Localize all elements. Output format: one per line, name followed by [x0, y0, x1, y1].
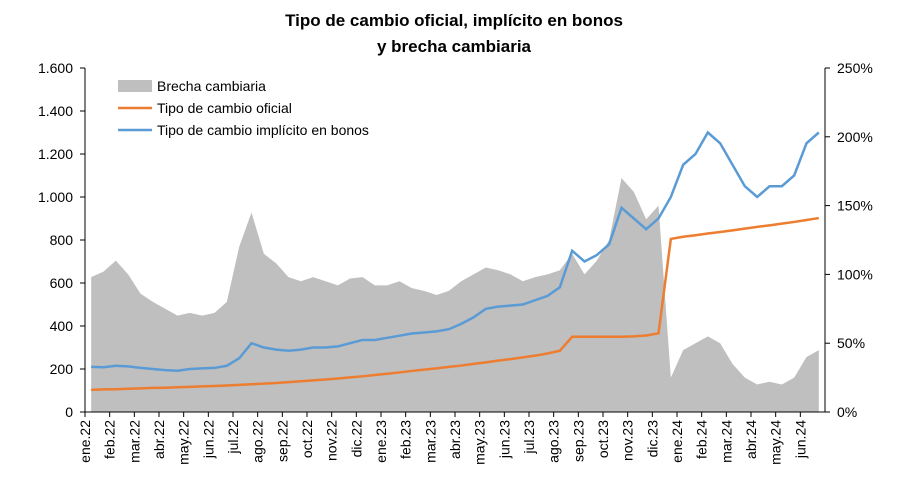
- legend-swatch: [118, 80, 152, 92]
- legend-label: Tipo de cambio implícito en bonos: [157, 122, 369, 138]
- chart-title: Tipo de cambio oficial, implícito en bon…: [285, 11, 623, 30]
- x-tick-label: nov.22: [324, 420, 340, 461]
- chart-title: y brecha cambiaria: [377, 37, 532, 56]
- x-tick-label: jun.22: [200, 420, 216, 459]
- x-tick-label: jun.23: [496, 420, 512, 459]
- y-tick-label: 0: [65, 404, 73, 420]
- y2-tick-label: 150%: [837, 198, 873, 214]
- x-tick-label: dic.23: [644, 420, 660, 458]
- y2-tick-label: 100%: [837, 266, 873, 282]
- y-tick-label: 400: [50, 318, 74, 334]
- x-tick-label: oct.23: [595, 420, 611, 458]
- y2-tick-label: 200%: [837, 129, 873, 145]
- y-tick-label: 1.600: [38, 60, 73, 76]
- x-tick-label: ago.22: [250, 420, 266, 463]
- y-tick-label: 1.400: [38, 103, 73, 119]
- y-tick-label: 200: [50, 361, 74, 377]
- x-tick-label: may.24: [768, 420, 784, 465]
- y-tick-label: 1.200: [38, 146, 73, 162]
- x-tick-label: abr.23: [447, 420, 463, 459]
- x-tick-label: jun.24: [792, 420, 808, 459]
- x-tick-label: ene.23: [373, 420, 389, 463]
- line: [91, 216, 820, 392]
- x-tick-label: jul.23: [521, 420, 537, 455]
- y2-tick-label: 50%: [837, 335, 865, 351]
- line: [91, 130, 820, 372]
- x-tick-label: may.22: [176, 420, 192, 465]
- x-tick-label: oct.22: [299, 420, 315, 458]
- x-tick-label: mar.24: [718, 420, 734, 463]
- y-tick-label: 800: [50, 232, 74, 248]
- x-tick-label: ene.22: [77, 420, 93, 463]
- x-tick-label: jul.22: [225, 420, 241, 455]
- area: [91, 178, 819, 412]
- legend-label: Tipo de cambio oficial: [157, 100, 292, 116]
- y2-tick-label: 250%: [837, 60, 873, 76]
- x-tick-label: mar.22: [126, 420, 142, 463]
- x-tick-label: mar.23: [422, 420, 438, 463]
- x-tick-label: sep.23: [570, 420, 586, 462]
- y-tick-label: 600: [50, 275, 74, 291]
- x-tick-label: feb.23: [398, 420, 414, 459]
- y2-tick-label: 0%: [837, 404, 857, 420]
- x-tick-label: abr.24: [743, 420, 759, 459]
- x-tick-label: ago.23: [546, 420, 562, 463]
- x-tick-label: dic.22: [348, 420, 364, 458]
- y-tick-label: 1.000: [38, 189, 73, 205]
- x-tick-label: sep.22: [274, 420, 290, 462]
- legend-label: Brecha cambiaria: [157, 78, 266, 94]
- x-tick-label: abr.22: [151, 420, 167, 459]
- x-tick-label: may.23: [472, 420, 488, 465]
- x-tick-label: feb.22: [102, 420, 118, 459]
- x-tick-label: ene.24: [669, 420, 685, 463]
- x-tick-label: feb.24: [694, 420, 710, 459]
- x-tick-label: nov.23: [620, 420, 636, 461]
